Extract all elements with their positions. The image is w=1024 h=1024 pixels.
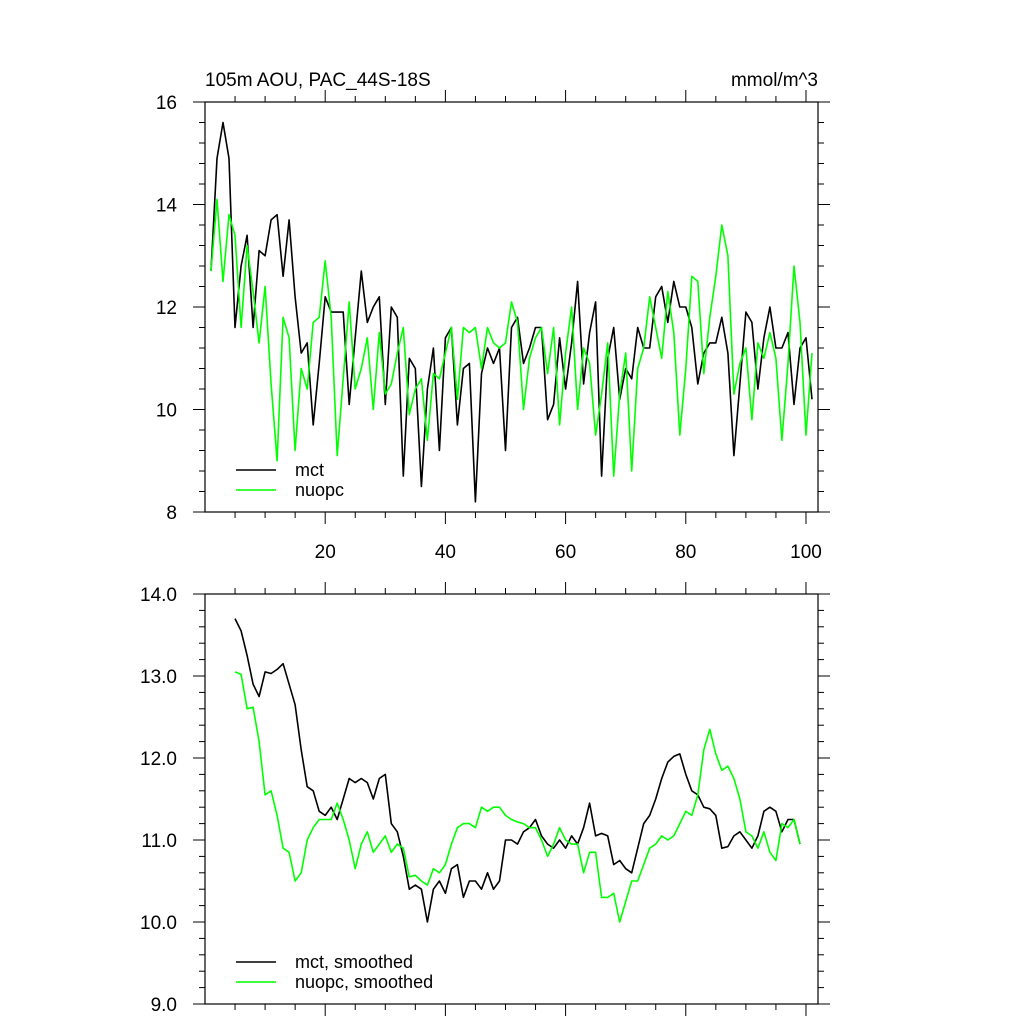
y-tick-label: 11.0 (141, 831, 177, 852)
legend-label-mct: mct (295, 460, 324, 480)
y-tick-label: 8 (166, 503, 177, 524)
x-tick-label: 100 (790, 542, 822, 563)
x-tick-label: 80 (675, 542, 696, 563)
series-line-nuopc-smoothed (234, 671, 801, 923)
y-tick-label: 10.0 (140, 913, 177, 934)
bottom-panel: 9.0 10.0 11.0 12.0 13.0 14.0 mct, smoothed nu… (140, 582, 830, 1016)
y-tick-label: 10 (156, 401, 177, 422)
plot-frame (204, 593, 819, 1005)
bottom-legend: mct, smoothed nuopc, smoothed (236, 952, 433, 992)
series-line-nuopc (210, 198, 813, 477)
y-tick-label: 14 (156, 196, 178, 217)
series-line-mct (210, 121, 813, 503)
y-tick-label: 9.0 (151, 995, 177, 1016)
y-tick-label: 12.0 (140, 749, 177, 770)
top-chart-units: mmol/m^3 (731, 70, 818, 91)
top-axes: 8 10 12 14 16 20 40 60 80 100 (156, 90, 830, 563)
y-tick-label: 13.0 (140, 667, 177, 688)
top-chart-title: 105m AOU, PAC_44S-18S (205, 70, 431, 91)
legend-label-nuopc: nuopc (295, 480, 344, 500)
legend-label-mct-smoothed: mct, smoothed (295, 952, 413, 972)
bottom-axes: 9.0 10.0 11.0 12.0 13.0 14.0 (140, 582, 830, 1016)
top-series (210, 121, 813, 503)
x-tick-label: 60 (555, 542, 576, 563)
legend-label-nuopc-smoothed: nuopc, smoothed (295, 972, 433, 992)
series-line-mct-smoothed (234, 618, 801, 923)
top-panel: 105m AOU, PAC_44S-18S mmol/m^3 8 10 12 14 16… (156, 70, 830, 563)
y-tick-label: 12 (156, 298, 177, 319)
top-legend: mct nuopc (236, 460, 344, 500)
y-tick-label: 16 (156, 93, 177, 114)
x-tick-label: 40 (435, 542, 456, 563)
x-tick-label: 20 (315, 542, 336, 563)
bottom-series (234, 618, 801, 923)
y-tick-label: 14.0 (140, 585, 177, 606)
